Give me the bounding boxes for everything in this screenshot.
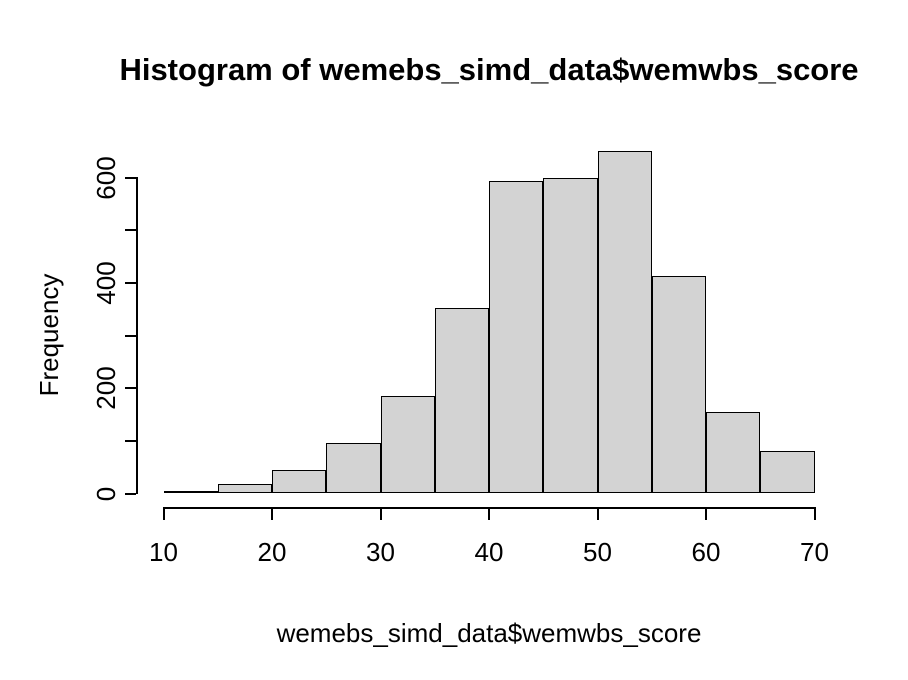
y-axis-line [136,176,138,495]
y-tick-label: 600 [91,156,121,200]
histogram-bar [706,411,761,494]
histogram-bar [272,469,327,494]
x-axis-line [162,507,816,509]
y-tick-label: 0 [91,486,121,501]
x-tick-label: 10 [149,537,178,567]
chart-title: Histogram of wemebs_simd_data$wemwbs_sco… [119,52,859,87]
y-tick-mark [125,439,136,442]
histogram-bar [217,484,272,494]
histogram-bar [760,451,815,494]
histogram-bar [543,177,598,494]
histogram-bar [651,275,706,494]
histogram-bar [597,151,652,494]
x-tick-mark [271,509,273,520]
histogram-bar [434,307,489,494]
x-tick-mark [379,509,382,520]
y-tick-mark [125,176,136,179]
x-tick-mark [813,509,816,520]
y-axis-label: Frequency [34,273,64,397]
histogram-bar [326,442,381,494]
y-tick-mark [125,229,136,232]
y-tick-label: 200 [91,366,121,410]
x-tick-label: 70 [800,537,829,567]
x-tick-mark [488,509,490,520]
histogram-bar [489,180,544,494]
x-tick-mark [162,509,165,520]
x-tick-label: 30 [366,537,395,567]
y-tick-mark [125,387,136,390]
histogram-bar [163,490,218,494]
x-tick-label: 50 [583,537,612,567]
x-tick-mark [705,509,707,520]
x-tick-label: 40 [474,537,504,567]
y-tick-mark [125,492,136,495]
y-tick-mark [125,281,136,284]
x-tick-label: 20 [257,537,287,567]
x-tick-label: 60 [691,537,721,567]
x-tick-mark [596,509,599,520]
y-tick-label: 400 [91,261,121,305]
y-tick-mark [125,334,136,337]
histogram-bar [380,396,435,494]
x-axis-label: wemebs_simd_data$wemwbs_score [276,618,702,648]
